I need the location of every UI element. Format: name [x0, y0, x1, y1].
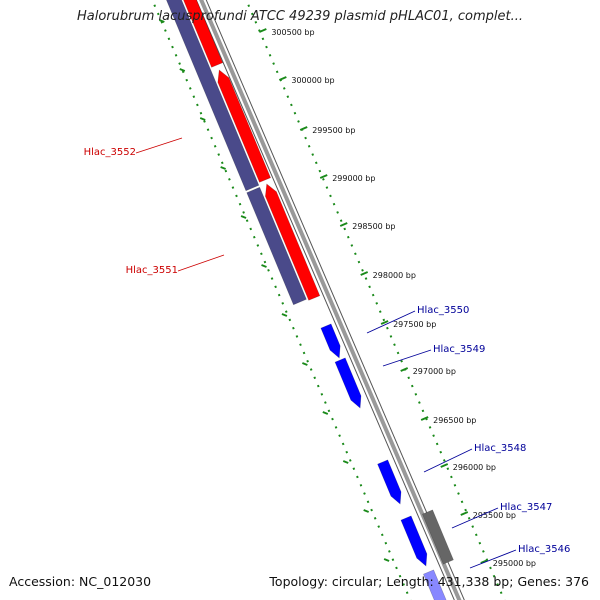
length-value: 431,338 bp: [437, 574, 510, 589]
gene-forward: [400, 515, 428, 567]
inner-ring-tick: [158, 19, 165, 23]
gene-label-leader: [382, 349, 432, 367]
other-feature: [422, 509, 454, 565]
inner-ring-tick: [240, 215, 247, 219]
scale-tick-label: 297000 bp: [413, 367, 456, 376]
scale-tick-label: 295000 bp: [493, 559, 536, 568]
accession-value: NC_012030: [79, 574, 152, 589]
summary-info: Topology: circular; Length: 431,338 bp; …: [269, 574, 589, 589]
backbone-edge-left: [195, 0, 455, 600]
inner-ring-tick: [363, 509, 370, 513]
backbone-line: [199, 0, 462, 600]
scale-tick-label: 295500 bp: [473, 511, 516, 520]
scale-tick-label: 298500 bp: [352, 222, 395, 231]
gene-label-leader: [177, 254, 225, 272]
scale-tick-mark: [400, 367, 409, 372]
gene-label[interactable]: Hlac_3548: [474, 443, 526, 454]
feature-track: [166, 0, 454, 600]
topology-value: circular: [331, 574, 379, 589]
gene-reverse: [183, 0, 224, 68]
scale-tick-mark: [299, 126, 308, 131]
inner-ring-tick: [281, 313, 288, 317]
gene-label[interactable]: Hlac_3551: [126, 265, 178, 276]
map-title: Halorubrum lacusprofundi ATCC 49239 plas…: [77, 9, 523, 24]
ring-lines: [151, 0, 506, 600]
gene-label-leader: [135, 137, 183, 154]
scale-tick-label: 300000 bp: [291, 76, 334, 85]
gene-label[interactable]: Hlac_3547: [500, 502, 552, 513]
scale-tick-mark: [360, 271, 369, 276]
scale-tick-label: 296000 bp: [453, 463, 496, 472]
gene-label-leader: [451, 507, 499, 529]
inner-ring-tick: [322, 411, 329, 415]
accession-info: Accession: NC_012030: [9, 574, 151, 589]
scale-tick-mark: [480, 559, 489, 564]
scale-tick-mark: [460, 511, 469, 516]
gene-forward: [423, 569, 447, 600]
accession-label: Accession:: [9, 574, 76, 589]
gene-labels: Hlac_3552 Hlac_3551 Hlac_3550 Hlac_3549 Hlac…: [84, 137, 570, 569]
inner-ring-tick: [179, 68, 186, 72]
scale-tick-mark: [278, 76, 287, 81]
gene-forward: [320, 323, 341, 359]
gene-forward: [377, 459, 402, 505]
genes-label: Genes:: [517, 574, 562, 589]
outer-dotted-ring: [245, 0, 506, 600]
scale-tick-label: 300500 bp: [271, 28, 314, 37]
scale-tick-mark: [440, 463, 449, 468]
scale-ticks: 300500 bp 300000 bp 299500 bp 299000 bp 2985…: [158, 19, 536, 568]
topology-label: Topology:: [269, 574, 328, 589]
cds-block: [166, 0, 260, 192]
gene-forward: [334, 357, 362, 409]
cds-block: [246, 186, 307, 306]
gene-label[interactable]: Hlac_3552: [84, 147, 136, 158]
gene-label[interactable]: Hlac_3550: [417, 305, 469, 316]
scale-tick-mark: [319, 174, 328, 179]
gene-label[interactable]: Hlac_3549: [433, 344, 485, 355]
scale-tick-label: 299000 bp: [332, 174, 375, 183]
scale-tick-mark: [380, 320, 389, 325]
gene-reverse: [217, 69, 271, 183]
inner-dotted-ring: [151, 0, 412, 600]
length-label: Length:: [386, 574, 434, 589]
scale-tick-mark: [339, 222, 348, 227]
inner-ring-tick: [383, 558, 390, 562]
gene-label-leader: [423, 448, 473, 473]
gene-label-leader: [366, 310, 416, 334]
inner-ring-tick: [301, 362, 308, 366]
scale-tick-mark: [420, 416, 429, 421]
scale-tick-label: 296500 bp: [433, 416, 476, 425]
gene-label-leader: [469, 549, 517, 569]
inner-ring-tick: [261, 264, 267, 268]
inner-ring-tick: [220, 166, 227, 170]
scale-tick-label: 298000 bp: [373, 271, 416, 280]
scale-tick-label: 297500 bp: [393, 320, 436, 329]
gene-label[interactable]: Hlac_3546: [518, 544, 570, 555]
inner-ring-tick: [342, 460, 349, 464]
scale-tick-label: 299500 bp: [312, 126, 355, 135]
gene-reverse: [265, 183, 321, 301]
inner-ring-tick: [199, 117, 206, 121]
scale-tick-mark: [258, 28, 267, 33]
genes-value: 376: [565, 574, 589, 589]
